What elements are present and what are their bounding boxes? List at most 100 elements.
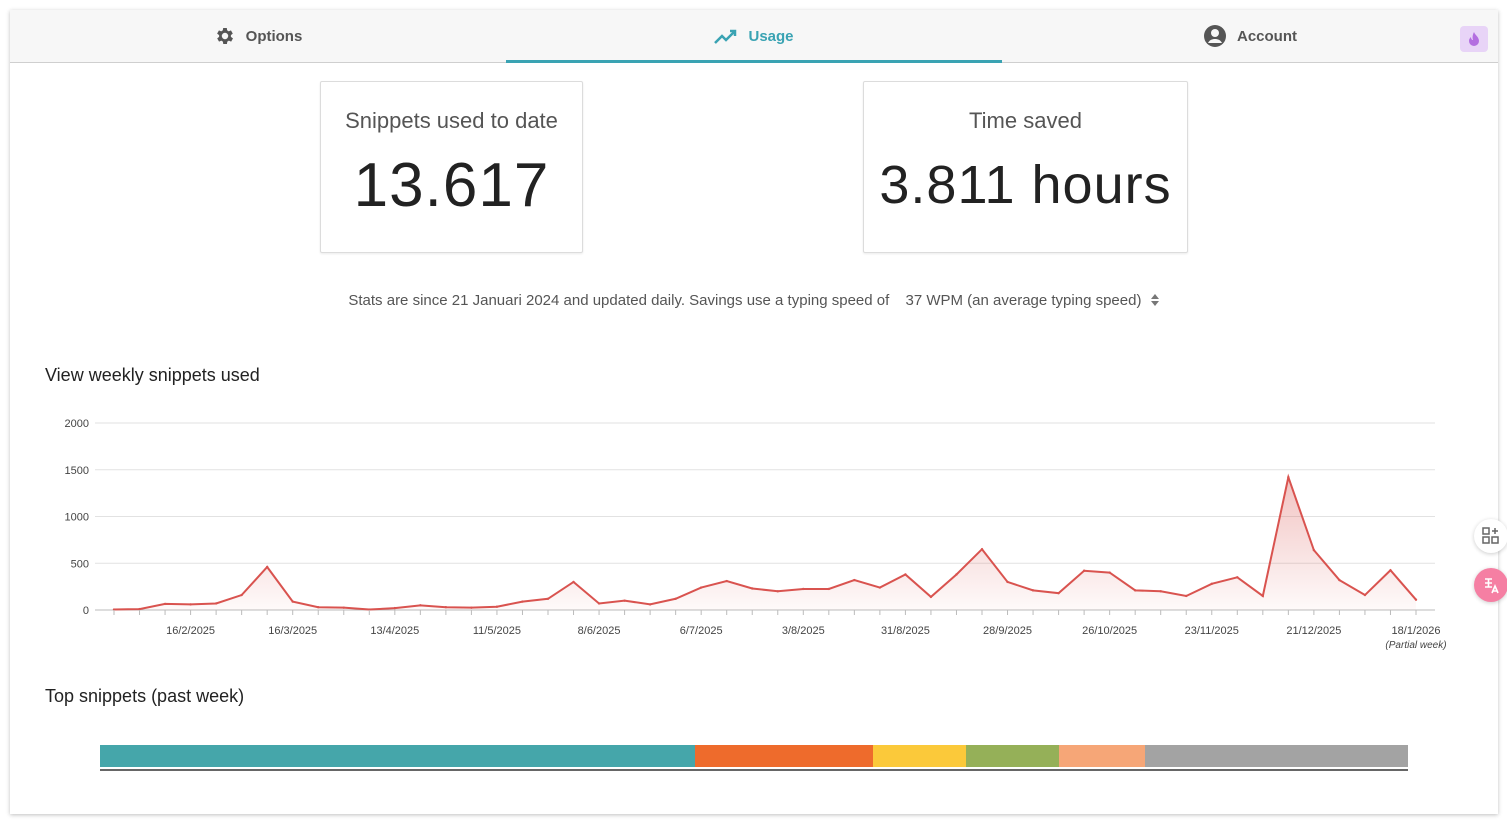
typing-speed-value: 37 WPM (an average typing speed) — [905, 292, 1142, 309]
data-point — [265, 565, 269, 569]
data-point — [546, 597, 550, 600]
data-point — [802, 587, 805, 591]
data-point — [1210, 582, 1213, 586]
x-tick-label: 8/6/2025 — [578, 625, 621, 637]
y-tick-label: 1500 — [65, 465, 89, 477]
data-point — [1312, 548, 1316, 552]
data-point — [112, 608, 116, 611]
weekly-line — [113, 473, 1417, 611]
weekly-chart-title: View weekly snippets used — [45, 365, 260, 385]
tab-usage[interactable]: Usage — [506, 10, 1002, 63]
time-saved-card: Time saved 3.811 hours — [863, 81, 1188, 253]
extension-flame-icon[interactable] — [1460, 26, 1488, 52]
top-snippets-bar — [100, 745, 1409, 771]
top-snippet-segment[interactable] — [1145, 745, 1409, 767]
data-point — [572, 580, 575, 584]
data-point — [623, 599, 626, 602]
side-translate-button[interactable] — [1474, 568, 1507, 602]
data-point — [1414, 598, 1418, 601]
data-point — [444, 605, 448, 609]
x-tick-label: 6/7/2025 — [680, 625, 723, 637]
data-point — [699, 586, 703, 589]
tab-options-label: Options — [245, 27, 303, 45]
data-point — [751, 587, 754, 590]
top-snippet-segment[interactable] — [100, 745, 696, 767]
snippets-used-value: 13.617 — [353, 151, 550, 220]
y-tick-label: 1000 — [65, 512, 89, 524]
y-tick-label: 500 — [71, 558, 89, 570]
data-point — [138, 607, 141, 611]
x-tick-label: 13/4/2025 — [370, 625, 419, 637]
data-point — [1006, 580, 1009, 584]
data-point — [419, 604, 422, 607]
data-point — [1185, 594, 1188, 598]
y-tick-label: 2000 — [65, 418, 89, 430]
x-tick-label: 3/8/2025 — [782, 625, 825, 637]
data-point — [291, 600, 294, 603]
tab-account[interactable]: Account — [1002, 10, 1498, 62]
time-saved-title: Time saved — [969, 108, 1082, 133]
data-point — [1108, 571, 1111, 574]
data-point — [853, 578, 856, 582]
tab-options[interactable]: Options — [10, 10, 506, 62]
data-point — [827, 587, 831, 591]
tab-account-label: Account — [1237, 27, 1297, 45]
x-tick-label: 28/9/2025 — [983, 625, 1032, 637]
side-grid-button[interactable] — [1474, 519, 1507, 553]
data-point — [980, 548, 984, 551]
x-tick-label: 16/2/2025 — [166, 625, 215, 637]
y-tick-label: 0 — [83, 605, 89, 617]
top-snippet-segment[interactable] — [873, 745, 966, 767]
usage-panel: Options Usage Account Snippets used to d… — [10, 10, 1498, 814]
data-point — [1338, 578, 1341, 582]
data-point — [776, 590, 779, 593]
x-tick-label: 18/1/2026 — [1392, 625, 1441, 637]
data-point — [1261, 594, 1265, 598]
data-point — [1236, 576, 1239, 579]
tab-bar: Options Usage Account — [10, 10, 1498, 63]
data-point — [317, 605, 320, 609]
data-point — [955, 573, 958, 576]
data-point — [1389, 569, 1392, 572]
top-snippet-segment[interactable] — [1058, 745, 1146, 767]
x-tick-label: 11/5/2025 — [473, 625, 521, 637]
top-snippet-segment[interactable] — [965, 745, 1059, 767]
data-point — [214, 602, 218, 605]
tab-usage-label: Usage — [748, 27, 794, 45]
data-point — [878, 586, 882, 589]
data-point — [1031, 589, 1035, 592]
data-point — [648, 603, 652, 606]
stats-description: Stats are since 21 Januari 2024 and upda… — [10, 292, 1498, 309]
data-point — [904, 573, 907, 576]
data-point — [1133, 589, 1137, 592]
data-point — [163, 602, 167, 606]
x-tick-label: 31/8/2025 — [881, 625, 930, 637]
sort-arrows-icon — [1150, 294, 1159, 306]
data-point — [1057, 591, 1060, 595]
data-point — [597, 602, 601, 605]
account-icon — [1204, 25, 1226, 47]
data-point — [674, 597, 677, 600]
gear-icon — [216, 28, 233, 44]
data-point — [1159, 590, 1162, 593]
x-tick-label: 23/11/2025 — [1185, 625, 1239, 637]
typing-speed-select[interactable]: 37 WPM (an average typing speed) — [905, 292, 1159, 309]
data-point — [1363, 593, 1367, 597]
translate-icon — [1485, 578, 1499, 594]
partial-week-label: (Partial week) — [1385, 640, 1446, 651]
weekly-area — [114, 477, 1416, 610]
top-snippets-title: Top snippets (past week) — [45, 686, 245, 706]
data-point — [189, 603, 192, 606]
data-point — [1082, 569, 1086, 572]
data-point — [240, 593, 243, 597]
x-tick-label: 16/3/2025 — [268, 625, 317, 637]
data-point — [929, 595, 933, 599]
data-point — [393, 606, 397, 610]
snippets-used-title: Snippets used to date — [345, 108, 558, 133]
data-point — [342, 606, 345, 609]
data-point — [470, 606, 473, 609]
top-snippet-segment[interactable] — [695, 745, 874, 767]
x-tick-label: 21/12/2025 — [1286, 625, 1341, 637]
data-point — [725, 579, 728, 583]
grid-add-icon — [1482, 527, 1499, 544]
